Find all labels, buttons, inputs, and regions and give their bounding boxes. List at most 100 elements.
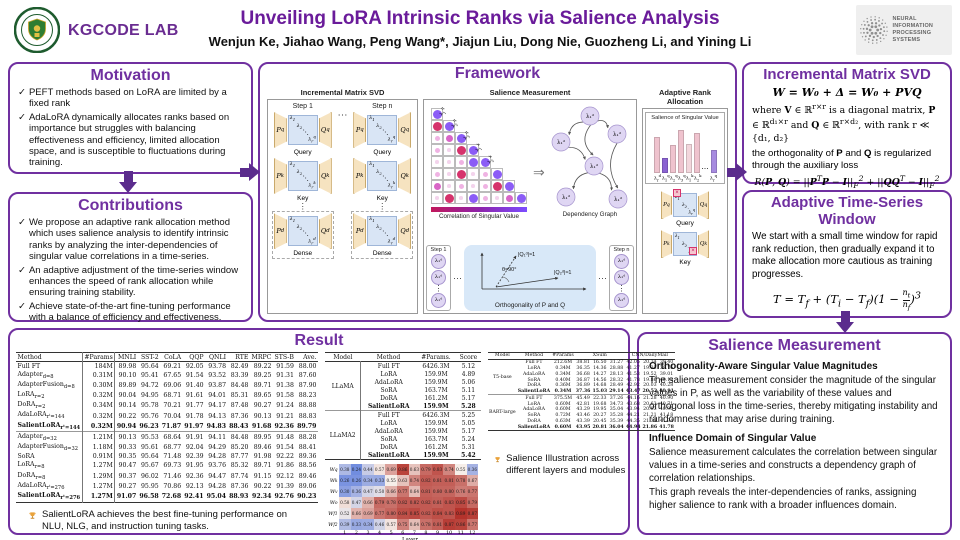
table-cell: 161.2M (424, 443, 448, 451)
svg-text:λ₁ᵈ: λ₁ᵈ (590, 163, 599, 170)
table-cell: LoRA (380, 419, 397, 427)
table-cell: 84.48 (230, 381, 249, 389)
heat-cell: 0.82 (420, 475, 432, 486)
table-cell: 161.2M (424, 394, 448, 402)
table-cell: AdaLoRArᵗ=144 (17, 411, 65, 421)
heat-cell: 0.80 (385, 508, 397, 519)
table-cell: 19.95 (593, 407, 607, 413)
table-cell: 159.9M (424, 427, 448, 435)
lambda-node (607, 124, 627, 144)
corr-cell (491, 180, 503, 192)
check-icon: ✓ (18, 111, 26, 123)
bullet-item: ✓ We propose an adaptive rank allocation … (18, 217, 243, 263)
table-cell: 94.47 (208, 472, 227, 480)
table-cell: SoRA (380, 435, 398, 443)
heat-cell: 0.63 (396, 475, 409, 486)
heat-cell: 0.82 (420, 497, 432, 508)
ellipsis: ⋯ (701, 166, 709, 173)
svd-reg-text: the orthogonality of P and Q is regulari… (752, 148, 932, 172)
table-cell: SoRA (380, 386, 398, 394)
table-cell: 82.49 (230, 362, 249, 370)
nlu-table: Method #Params MNLI SST-2 CoLA QQP QNLI RTE MRPC… (16, 352, 318, 503)
arrow-down-motivation-contributions (119, 171, 137, 193)
table-cell: 70.86 (163, 482, 182, 490)
svg-text:λ₁ᵈ: λ₁ᵈ (557, 139, 566, 146)
table-cell: 87.90 (298, 381, 317, 389)
table-cell: 90.35 (114, 452, 138, 461)
table-cell: 90.14 (114, 400, 138, 411)
table-cell: 70.04 (163, 412, 182, 420)
table-cell: 92.36 (185, 472, 204, 480)
heat-cell: 0.50 (373, 486, 386, 497)
arrow-down-window-salience (836, 311, 854, 333)
ellipsis: ⋮ (378, 202, 387, 211)
table-cell: 0.60M (555, 407, 571, 413)
table-cell: 20.81 (592, 424, 608, 430)
table-cell: 40.96 (659, 407, 674, 413)
table-row: SalientLoRA 0.34M 37.36 15.03 29.14 43.47 20.5… (488, 389, 675, 395)
table-cell: 93.52 (208, 371, 227, 379)
table-row: AdaLoRA 0.60M 43.29 19.95 35.04 43.94 20.83 40.… (488, 407, 675, 413)
heat-cell: 0.89 (454, 508, 467, 519)
table-cell: 0.60M (555, 401, 571, 407)
table-cell: AdaLoRArᵗ=276 (17, 481, 65, 492)
bullet-item: ✓ AdaLoRA dynamically allocates ranks bas… (18, 112, 243, 169)
table-cell: 0.91M (81, 452, 115, 461)
salience-sub1-text: The salience measurement consider the ma… (649, 375, 938, 425)
table-cell: 83.39 (230, 371, 249, 379)
table-cell: 94.13 (208, 412, 227, 420)
svg-text:|Q₂ᵈ|≈1: |Q₂ᵈ|≈1 (554, 269, 571, 276)
corr-cell (443, 156, 455, 168)
table-cell: 0.34M (554, 389, 572, 395)
table-cell: 34.73 (609, 401, 624, 407)
table-cell: 95.04 (206, 493, 227, 501)
svd-loss-formula: R(P, Q) = ||PTP − I||F2 + ||QQT − I||F2 (754, 174, 940, 191)
table-row: LoRAr=2 0.32M 90.04 94.95 68.71 91.61 94.01 85.… (16, 390, 318, 401)
corr-cell (491, 168, 503, 180)
column-header: CoLA (164, 353, 182, 361)
table-cell: 92.12 (276, 472, 294, 480)
table-cell: AdaLoRA (522, 371, 545, 377)
column-header: Ave. (303, 353, 317, 361)
x-axis-label: Layer (402, 537, 418, 540)
motivation-title: Motivation (90, 67, 171, 84)
table-cell: 94.72 (140, 381, 159, 389)
heat-cell: 0.86 (454, 519, 467, 530)
column-header: STS-B (274, 353, 294, 361)
lambda-node (608, 189, 628, 209)
contributions-box: Contributions ✓ We propose an adaptive ra… (8, 192, 253, 323)
table-cell: 92.22 (276, 453, 294, 461)
kgcode-logo (14, 7, 60, 53)
svd-panel-title: Incremental Matrix SVD (300, 88, 385, 97)
model-cell: T5-base (493, 374, 512, 380)
page-title: Unveiling LoRA Intrinsic Ranks via Salie… (240, 8, 720, 29)
heat-cell: 0.34 (362, 475, 374, 486)
table-cell: 159.9M (424, 370, 448, 378)
table-cell: 89.79 (297, 422, 317, 430)
table-cell: 91.39 (276, 482, 294, 490)
table-cell: LoRA (380, 370, 397, 378)
neurips-text-line1: NEURAL INFORMATION (892, 15, 934, 29)
arrow-right-contributions-framework (240, 163, 260, 181)
table-cell: 90.22 (114, 410, 138, 422)
table-cell: 5.24 (461, 435, 476, 443)
lambda-node: λ₁ᵈ (431, 292, 446, 308)
table-row: T5-base Full FT 212.6M 38.81 16.50 31.27 42.05… (488, 359, 675, 379)
column-header: Model (494, 353, 510, 359)
table-cell: 159.9M (424, 378, 448, 386)
table-cell: LoRA (527, 365, 541, 371)
corr-cell (515, 192, 527, 204)
table-cell: 87.60 (298, 371, 317, 379)
time-series-window-box: Adaptive Time-Series Window We start wit… (742, 190, 952, 318)
table-cell: 94.11 (208, 434, 227, 442)
table-cell: 5.06 (461, 378, 476, 386)
table-cell: 95.67 (140, 462, 159, 470)
check-icon: ✓ (18, 300, 26, 312)
